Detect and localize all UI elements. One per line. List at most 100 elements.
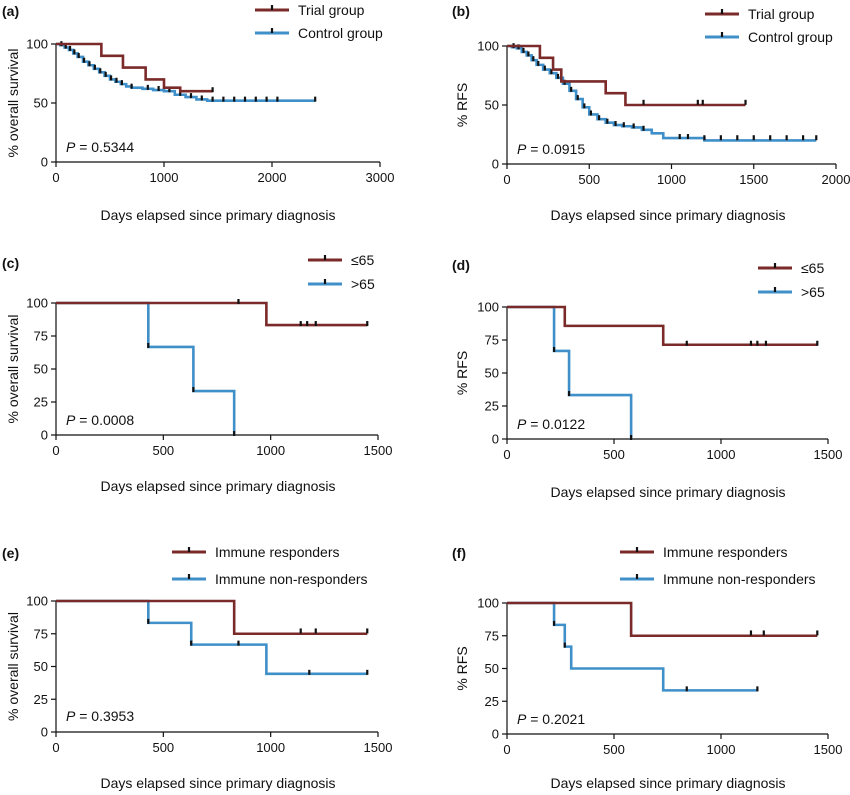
x-tick-label: 1000	[707, 447, 736, 462]
x-tick-label: 1000	[256, 443, 285, 458]
x-tick-label: 1500	[814, 447, 843, 462]
y-tick-label: 0	[492, 727, 499, 742]
x-tick-label: 1000	[657, 172, 686, 187]
survival-curve	[56, 599, 368, 636]
y-tick-label: 100	[26, 296, 48, 311]
y-axis-title: % overall survival	[5, 49, 21, 158]
legend-label: Immune responders	[215, 544, 340, 560]
y-tick-label: 25	[34, 692, 48, 707]
y-tick-label: 50	[34, 659, 48, 674]
p-value-label: P = 0.3953	[66, 708, 134, 724]
y-axis-title: % overall survival	[5, 315, 21, 424]
y-tick-label: 50	[485, 661, 499, 676]
x-tick-label: 0	[503, 447, 510, 462]
x-tick-label: 2000	[822, 172, 850, 187]
x-tick-label: 500	[578, 172, 600, 187]
x-tick-label: 500	[603, 447, 625, 462]
y-axis-title: % overall survival	[5, 612, 21, 721]
legend-label: Trial group	[748, 6, 815, 22]
y-axis-title: % RFS	[454, 646, 470, 690]
x-tick-label: 1500	[364, 443, 393, 458]
y-tick-label: 100	[26, 594, 48, 609]
y-tick-label: 25	[485, 399, 499, 414]
y-tick-label: 25	[34, 395, 48, 410]
panel-label: (e)	[2, 545, 19, 561]
y-tick-label: 0	[492, 157, 499, 172]
x-tick-label: 1500	[814, 742, 843, 757]
y-tick-label: 75	[34, 329, 48, 344]
survival-curve	[507, 305, 818, 347]
survival-curve	[56, 599, 368, 676]
x-axis-title: Days elapsed since primary diagnosis	[551, 775, 786, 791]
y-tick-label: 50	[34, 96, 48, 111]
y-tick-label: 100	[477, 596, 499, 611]
x-tick-label: 0	[503, 172, 510, 187]
legend-label: >65	[801, 284, 825, 300]
y-tick-label: 75	[485, 628, 499, 643]
panel-label: (c)	[2, 255, 19, 271]
legend-label: >65	[351, 276, 375, 292]
y-tick-label: 100	[477, 39, 499, 54]
x-tick-label: 0	[503, 742, 510, 757]
y-tick-label: 50	[485, 98, 499, 113]
y-tick-label: 0	[41, 725, 48, 740]
legend-label: Immune responders	[663, 544, 788, 560]
x-axis-title: Days elapsed since primary diagnosis	[101, 478, 336, 494]
x-tick-label: 500	[152, 740, 174, 755]
y-tick-label: 0	[41, 155, 48, 170]
survival-curve	[507, 601, 818, 638]
y-axis-title: % RFS	[454, 83, 470, 127]
y-tick-label: 50	[485, 366, 499, 381]
x-tick-label: 500	[603, 742, 625, 757]
p-value-label: P = 0.0122	[517, 416, 585, 432]
y-axis-title: % RFS	[454, 351, 470, 395]
x-tick-label: 1000	[150, 170, 179, 185]
p-value-label: P = 0.0915	[517, 141, 585, 157]
survival-curve	[507, 601, 758, 692]
legend-label: Immune non-responders	[663, 571, 816, 587]
legend-label: ≤65	[801, 260, 824, 276]
x-axis-title: Days elapsed since primary diagnosis	[551, 484, 786, 500]
y-tick-label: 75	[34, 626, 48, 641]
survival-curve	[507, 44, 817, 142]
legend-label: Control group	[748, 29, 833, 45]
survival-curve	[56, 42, 213, 93]
x-axis-title: Days elapsed since primary diagnosis	[551, 207, 786, 223]
x-tick-label: 0	[52, 170, 59, 185]
x-tick-label: 1500	[739, 172, 768, 187]
p-value-label: P = 0.0008	[66, 412, 134, 428]
survival-curve	[56, 301, 368, 327]
x-tick-label: 3000	[366, 170, 395, 185]
x-tick-label: 1000	[256, 740, 285, 755]
p-value-label: P = 0.5344	[66, 139, 134, 155]
panel-label: (a)	[2, 3, 19, 19]
y-tick-label: 100	[477, 300, 499, 315]
panel-label: (d)	[452, 257, 470, 273]
y-tick-label: 25	[485, 694, 499, 709]
x-tick-label: 2000	[258, 170, 287, 185]
x-tick-label: 1500	[364, 740, 393, 755]
panel-label: (f)	[452, 545, 466, 561]
y-tick-label: 0	[492, 432, 499, 447]
p-value-label: P = 0.2021	[517, 711, 585, 727]
y-tick-label: 50	[34, 362, 48, 377]
legend-label: Trial group	[298, 2, 365, 18]
y-tick-label: 100	[26, 37, 48, 52]
survival-curve	[507, 44, 746, 107]
panel-label: (b)	[452, 3, 470, 19]
x-axis-title: Days elapsed since primary diagnosis	[101, 207, 336, 223]
x-tick-label: 1000	[707, 742, 736, 757]
x-tick-label: 0	[52, 740, 59, 755]
x-tick-label: 500	[152, 443, 174, 458]
legend-label: Control group	[298, 25, 383, 41]
x-tick-label: 0	[52, 443, 59, 458]
y-tick-label: 0	[41, 428, 48, 443]
x-axis-title: Days elapsed since primary diagnosis	[101, 775, 336, 791]
legend-label: ≤65	[351, 252, 374, 268]
